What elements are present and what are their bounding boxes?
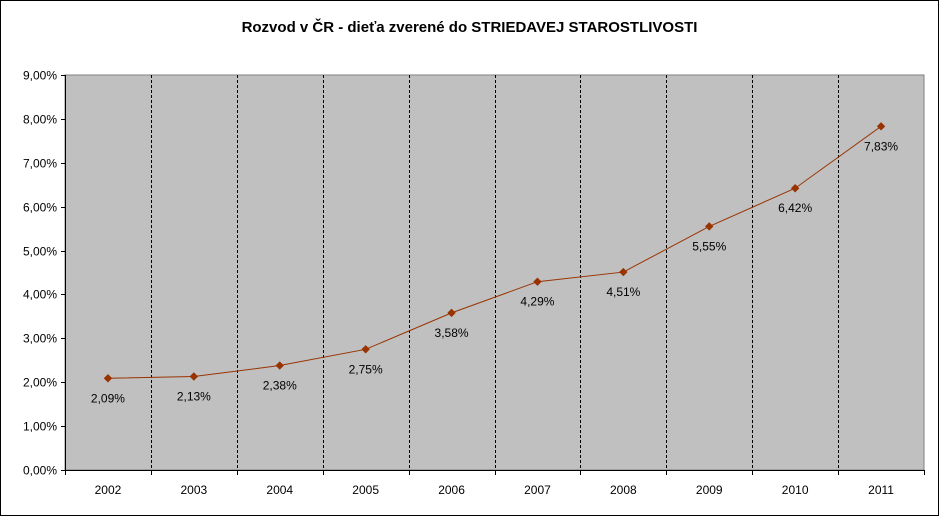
x-tick-label: 2009 <box>696 483 723 497</box>
data-point <box>790 184 800 193</box>
x-tick-label: 2002 <box>95 483 122 497</box>
data-point <box>705 222 714 231</box>
data-label: 2,75% <box>349 362 383 376</box>
data-point <box>103 374 113 383</box>
x-tick-label: 2006 <box>438 483 465 497</box>
data-point <box>189 372 199 381</box>
data-label: 6,42% <box>778 201 812 215</box>
data-label: 2,09% <box>91 391 125 405</box>
y-tick-label: 6,00% <box>23 201 57 215</box>
data-label: 2,13% <box>177 390 211 404</box>
data-label: 3,58% <box>435 326 469 340</box>
plot-area <box>64 74 925 471</box>
data-label: 7,83% <box>864 139 898 153</box>
data-label: 4,29% <box>520 295 554 309</box>
chart-title: Rozvod v ČR - dieťa zverené do STRIEDAVE… <box>241 19 698 36</box>
data-point <box>447 308 456 318</box>
series-line <box>107 125 882 379</box>
y-tick-label: 4,00% <box>23 288 57 302</box>
data-point <box>619 267 628 277</box>
data-point <box>275 361 284 370</box>
x-tick-label: 2010 <box>782 483 809 497</box>
y-tick-label: 1,00% <box>23 420 57 434</box>
data-point <box>876 122 886 131</box>
y-tick-label: 0,00% <box>23 464 57 478</box>
x-tick-label: 2007 <box>524 483 551 497</box>
data-point <box>533 277 542 286</box>
x-tick-label: 2005 <box>352 483 379 497</box>
x-tick-label: 2008 <box>610 483 637 497</box>
y-tick-label: 3,00% <box>23 332 57 346</box>
data-label: 5,55% <box>692 239 726 253</box>
y-tick-label: 8,00% <box>23 113 57 127</box>
data-label: 2,38% <box>263 379 297 393</box>
x-tick-label: 2003 <box>180 483 207 497</box>
y-tick-label: 7,00% <box>23 157 57 171</box>
x-tick-label: 2004 <box>266 483 293 497</box>
y-tick-label: 5,00% <box>23 245 57 259</box>
data-label: 4,51% <box>606 285 640 299</box>
data-point <box>361 345 370 354</box>
y-tick-label: 9,00% <box>23 69 57 83</box>
x-tick-label: 2011 <box>868 483 894 497</box>
y-tick-label: 2,00% <box>23 376 57 390</box>
